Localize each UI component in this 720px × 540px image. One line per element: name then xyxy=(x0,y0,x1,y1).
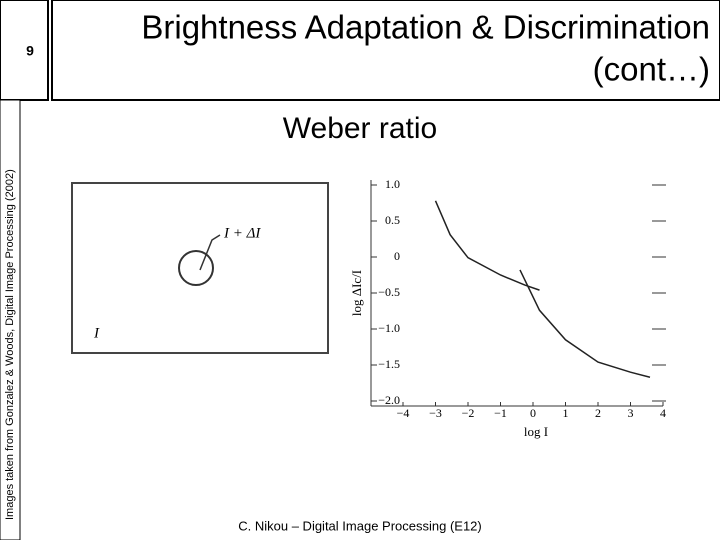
x-tick-label: 1 xyxy=(563,406,569,420)
y-tick-label: 1.0 xyxy=(385,177,400,191)
y-axis-label: log ΔIc/I xyxy=(349,270,364,316)
subtitle: Weber ratio xyxy=(283,112,438,145)
title: Brightness Adaptation & Discrimination xyxy=(141,9,710,46)
y-tick-label: 0 xyxy=(394,249,400,263)
footer: C. Nikou – Digital Image Processing (E12… xyxy=(238,518,482,533)
slide-number: 9 xyxy=(26,43,34,59)
x-tick-label: −3 xyxy=(429,406,442,420)
title: (cont…) xyxy=(593,51,710,88)
y-tick-label: −0.5 xyxy=(378,285,400,299)
x-tick-label: −4 xyxy=(397,406,410,420)
x-tick-label: 4 xyxy=(660,406,666,420)
figure-frame xyxy=(71,182,329,354)
x-tick-label: −1 xyxy=(494,406,507,420)
number-box xyxy=(0,0,49,101)
x-tick-label: 0 xyxy=(530,406,536,420)
x-axis-label: log I xyxy=(524,424,548,439)
title-box xyxy=(51,0,720,101)
y-tick-label: −1.0 xyxy=(378,321,400,335)
side-note: Images taken from Gonzalez & Woods, Digi… xyxy=(4,169,16,520)
curve xyxy=(519,269,651,378)
x-tick-label: 3 xyxy=(628,406,634,420)
outer-label: I xyxy=(93,325,100,341)
x-tick-label: −2 xyxy=(462,406,475,420)
x-tick-label: 2 xyxy=(595,406,601,420)
inner-label: I + ΔI xyxy=(223,225,261,241)
figure-circle xyxy=(178,250,214,286)
y-tick-label: −2.0 xyxy=(378,393,400,407)
y-tick-label: 0.5 xyxy=(385,213,400,227)
y-tick-label: −1.5 xyxy=(378,357,400,371)
figure-arrow xyxy=(199,234,221,271)
side-strip xyxy=(0,99,21,540)
